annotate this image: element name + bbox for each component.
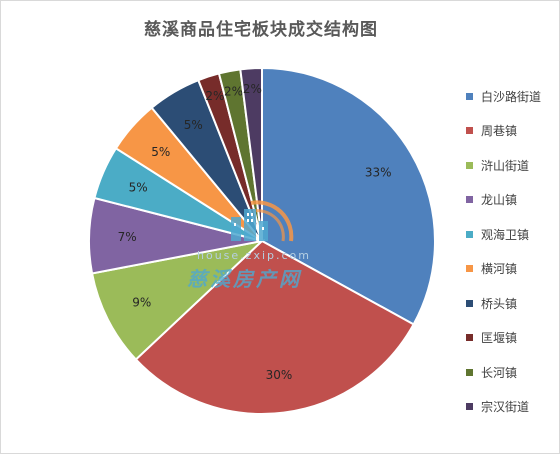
- pie-slice: [90, 239, 266, 361]
- legend-swatch: [466, 403, 473, 411]
- slice-data-label: 2%: [224, 84, 243, 98]
- legend-swatch: [466, 299, 473, 307]
- legend-swatch: [466, 127, 473, 135]
- slice-data-label: 30%: [266, 368, 293, 382]
- slice-data-label: 5%: [184, 118, 203, 132]
- legend-item: 匡堰镇: [466, 321, 541, 356]
- slice-data-label: 7%: [118, 230, 137, 244]
- legend: 白沙路街道周巷镇浒山街道龙山镇观海卫镇横河镇桥头镇匡堰镇长河镇宗汉街道: [466, 79, 541, 424]
- legend-swatch: [466, 265, 473, 273]
- legend-label: 长河镇: [481, 365, 518, 380]
- legend-item: 长河镇: [466, 355, 541, 390]
- slice-data-label: 5%: [151, 145, 170, 159]
- slice-data-label: 33%: [365, 165, 392, 179]
- slice-data-label: 2%: [205, 89, 224, 103]
- legend-label: 周巷镇: [481, 124, 518, 139]
- legend-swatch: [466, 230, 473, 238]
- legend-label: 观海卫镇: [481, 227, 530, 242]
- slice-data-label: 5%: [129, 180, 148, 194]
- legend-item: 周巷镇: [466, 114, 541, 149]
- chart-title: 慈溪商品住宅板块成交结构图: [144, 20, 378, 40]
- pie-slice: [239, 66, 263, 242]
- legend-swatch: [466, 161, 473, 169]
- legend-item: 浒山街道: [466, 148, 541, 183]
- legend-label: 桥头镇: [481, 296, 518, 311]
- legend-swatch: [466, 196, 473, 204]
- legend-label: 白沙路街道: [481, 89, 542, 104]
- legend-swatch: [466, 92, 473, 100]
- legend-item: 桥头镇: [466, 286, 541, 321]
- legend-label: 匡堰镇: [481, 331, 518, 346]
- legend-swatch: [466, 334, 473, 342]
- legend-item: 宗汉街道: [466, 390, 541, 425]
- legend-item: 白沙路街道: [466, 79, 541, 114]
- pie-slice: [134, 239, 415, 415]
- legend-item: 横河镇: [466, 252, 541, 287]
- legend-label: 横河镇: [481, 262, 518, 277]
- legend-item: 龙山镇: [466, 183, 541, 218]
- legend-item: 观海卫镇: [466, 217, 541, 252]
- pie-slice: [261, 66, 436, 326]
- slice-data-label: 9%: [132, 295, 151, 309]
- legend-label: 宗汉街道: [481, 400, 530, 415]
- legend-label: 龙山镇: [481, 193, 518, 208]
- legend-swatch: [466, 368, 473, 376]
- slice-data-label: 2%: [243, 82, 262, 96]
- legend-label: 浒山街道: [481, 158, 530, 173]
